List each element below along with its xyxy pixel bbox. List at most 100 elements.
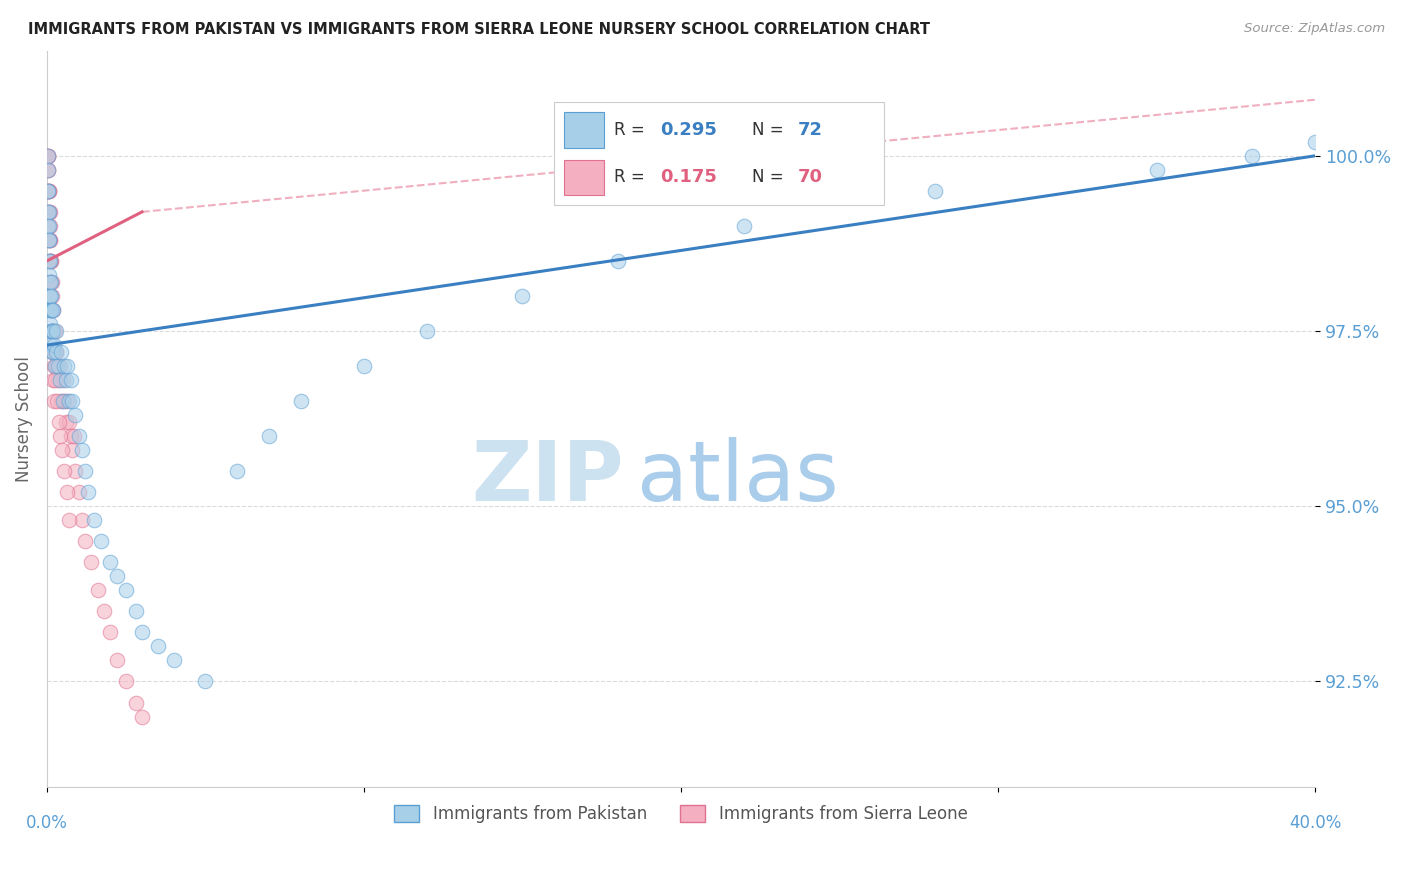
Point: [512, 289, 534, 303]
Point: [37, 149, 59, 163]
Point: [41, 324, 63, 338]
Point: [42, 303, 65, 318]
Point: [38, 184, 60, 198]
Point: [51, 443, 73, 458]
Point: [1146, 162, 1168, 177]
Point: [59, 373, 82, 387]
Point: [70, 513, 93, 527]
Point: [41, 345, 63, 359]
Point: [39, 289, 62, 303]
Point: [53, 359, 76, 373]
Point: [39, 275, 62, 289]
Point: [924, 184, 946, 198]
Point: [80, 555, 103, 569]
Text: Source: ZipAtlas.com: Source: ZipAtlas.com: [1244, 22, 1385, 36]
Point: [37, 149, 59, 163]
Point: [41, 345, 63, 359]
Point: [55, 415, 77, 429]
Point: [39, 324, 62, 338]
Point: [37, 149, 59, 163]
Point: [38, 233, 60, 247]
Text: atlas: atlas: [637, 437, 838, 518]
Point: [733, 219, 755, 233]
Point: [38, 184, 60, 198]
Text: IMMIGRANTS FROM PAKISTAN VS IMMIGRANTS FROM SIERRA LEONE NURSERY SCHOOL CORRELAT: IMMIGRANTS FROM PAKISTAN VS IMMIGRANTS F…: [28, 22, 931, 37]
Point: [48, 373, 70, 387]
Text: 40.0%: 40.0%: [1289, 814, 1341, 832]
Point: [58, 513, 80, 527]
Point: [41, 303, 63, 318]
Point: [55, 373, 77, 387]
Point: [48, 359, 70, 373]
Point: [48, 415, 70, 429]
Point: [37, 184, 59, 198]
Point: [44, 373, 66, 387]
Y-axis label: Nursery School: Nursery School: [15, 356, 32, 482]
Point: [65, 408, 87, 422]
Point: [42, 338, 65, 352]
Point: [37, 149, 59, 163]
Point: [38, 254, 60, 268]
Point: [37, 184, 59, 198]
Point: [70, 443, 93, 458]
Point: [58, 394, 80, 409]
Point: [67, 485, 90, 500]
Point: [124, 604, 146, 618]
Point: [73, 534, 96, 549]
Point: [52, 394, 75, 409]
Point: [38, 184, 60, 198]
Point: [41, 338, 63, 352]
Point: [105, 653, 128, 667]
Point: [131, 709, 153, 723]
Point: [41, 275, 63, 289]
Point: [146, 640, 169, 654]
Point: [42, 359, 65, 373]
Text: 0.0%: 0.0%: [25, 814, 67, 832]
Point: [37, 162, 59, 177]
Point: [39, 317, 62, 331]
Point: [38, 205, 60, 219]
Point: [105, 569, 128, 583]
Point: [45, 345, 67, 359]
Point: [41, 345, 63, 359]
Point: [46, 373, 69, 387]
Text: ZIP: ZIP: [471, 437, 624, 518]
Point: [98, 625, 121, 640]
Point: [226, 464, 249, 478]
Point: [39, 233, 62, 247]
Point: [44, 394, 66, 409]
Point: [163, 653, 186, 667]
Point: [38, 289, 60, 303]
Point: [56, 394, 79, 409]
Point: [37, 184, 59, 198]
Point: [37, 162, 59, 177]
Point: [37, 219, 59, 233]
Point: [63, 429, 86, 443]
Point: [60, 394, 83, 409]
Point: [49, 429, 72, 443]
Point: [353, 359, 375, 373]
Point: [90, 534, 112, 549]
Legend: Immigrants from Pakistan, Immigrants from Sierra Leone: Immigrants from Pakistan, Immigrants fro…: [388, 798, 974, 830]
Point: [38, 254, 60, 268]
Point: [124, 696, 146, 710]
Point: [39, 254, 62, 268]
Point: [56, 359, 79, 373]
Point: [416, 324, 439, 338]
Point: [77, 485, 100, 500]
Point: [38, 205, 60, 219]
Point: [42, 324, 65, 338]
Point: [194, 674, 217, 689]
Point: [98, 555, 121, 569]
Point: [38, 205, 60, 219]
Point: [115, 674, 138, 689]
Point: [115, 583, 138, 598]
Point: [45, 345, 67, 359]
Point: [39, 303, 62, 318]
Point: [45, 324, 67, 338]
Point: [38, 219, 60, 233]
Point: [42, 303, 65, 318]
Point: [41, 373, 63, 387]
Point: [39, 303, 62, 318]
Point: [41, 254, 63, 268]
